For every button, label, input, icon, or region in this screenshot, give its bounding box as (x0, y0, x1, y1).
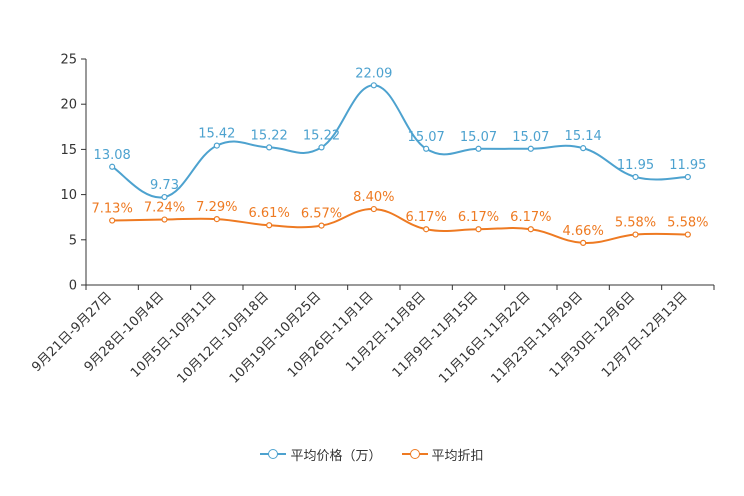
data-label: 5.58% (667, 216, 708, 231)
data-label: 6.17% (406, 210, 447, 225)
data-label: 15.07 (408, 130, 445, 145)
data-label: 22.09 (355, 66, 392, 81)
data-label: 7.24% (144, 201, 185, 216)
data-label: 6.17% (458, 210, 499, 225)
data-point (580, 145, 587, 152)
y-tick-label: 15 (60, 143, 77, 158)
data-label: 7.13% (92, 202, 133, 217)
x-tick-label: 10月12日-10月18日 (175, 289, 272, 386)
data-label: 6.17% (510, 210, 551, 225)
legend: 平均价格（万） 平均折扣 (0, 444, 744, 464)
data-label: 7.29% (196, 200, 237, 215)
y-tick-label: 20 (60, 98, 77, 113)
data-point (527, 226, 534, 233)
data-point (161, 193, 168, 201)
y-tick-label: 5 (69, 233, 77, 248)
line-chart: 05101520259月21日-9月27日9月28日-10月4日10月5日-10… (29, 53, 715, 387)
data-label: 15.42 (198, 127, 235, 142)
data-point (318, 144, 325, 151)
data-label: 13.08 (94, 148, 131, 163)
data-point (266, 144, 273, 151)
data-point (266, 222, 273, 229)
legend-symbol-discount (401, 447, 428, 461)
data-point (527, 145, 534, 152)
data-point (475, 226, 482, 233)
data-label: 6.61% (249, 206, 290, 221)
data-point (370, 82, 377, 89)
data-point (632, 231, 639, 238)
legend-item-price[interactable]: 平均价格（万） (260, 444, 382, 464)
x-tick-label: 11月23日-11月29日 (489, 289, 586, 386)
data-label: 11.95 (617, 158, 654, 173)
data-point (370, 205, 377, 213)
data-label: 4.66% (563, 224, 604, 239)
data-point (684, 173, 691, 181)
legend-symbol-price (260, 447, 287, 461)
data-label: 6.57% (301, 207, 342, 222)
data-label: 15.22 (251, 128, 288, 143)
data-label: 15.22 (303, 128, 340, 143)
legend-item-discount[interactable]: 平均折扣 (401, 444, 484, 464)
legend-label-discount: 平均折扣 (431, 448, 484, 464)
series-line (112, 208, 688, 244)
data-label: 8.40% (353, 190, 394, 205)
x-tick-label: 11月16日-11月22日 (436, 289, 533, 386)
data-point (632, 173, 639, 181)
data-point (423, 226, 430, 233)
data-label: 15.14 (565, 129, 602, 144)
data-point (580, 239, 587, 246)
x-tick-label: 10月19日-10月25日 (227, 289, 324, 386)
data-label: 15.07 (460, 130, 497, 145)
data-label: 5.58% (615, 216, 656, 231)
data-label: 9.73 (150, 178, 179, 193)
data-point (475, 145, 482, 152)
y-tick-label: 0 (69, 279, 77, 294)
y-tick-label: 25 (60, 53, 77, 68)
data-point (423, 145, 430, 152)
series-0: 13.08 9.73 15.42 15.22 15.22 22.09 15.07 15.07 1… (94, 66, 706, 201)
data-point (109, 163, 116, 170)
data-point (161, 216, 168, 223)
legend-label-price: 平均价格（万） (290, 448, 382, 464)
data-point (213, 142, 220, 149)
series-1: 7.13% 7.24% 7.29% 6.61% 6.57% 8.40% 6.17% 6.17%… (92, 190, 708, 246)
data-label: 15.07 (512, 130, 549, 145)
data-point (684, 231, 691, 238)
data-point (318, 222, 325, 229)
series-layer: 13.08 9.73 15.42 15.22 15.22 22.09 15.07 15.07 1… (92, 66, 708, 246)
y-tick-label: 10 (60, 188, 77, 203)
data-point (109, 217, 116, 224)
data-label: 11.95 (669, 158, 706, 173)
data-point (213, 215, 220, 223)
